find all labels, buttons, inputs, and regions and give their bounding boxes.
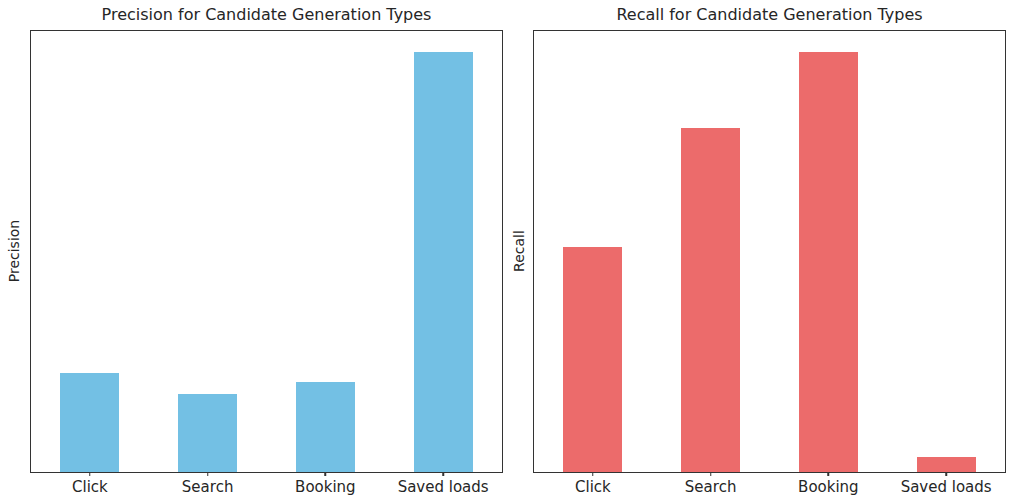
bar-saved-loads [917,457,976,472]
x-tick-label: Search [182,478,234,496]
bar-search [681,128,740,472]
x-tick-label: Search [685,478,737,496]
x-tick-label: Booking [295,478,356,496]
x-tick-mark [828,472,830,476]
precision-y-axis-label: Precision [6,220,22,282]
recall-plot-area: ClickSearchBookingSaved loads [533,30,1006,473]
x-tick-label: Saved loads [901,478,992,496]
precision-chart-title: Precision for Candidate Generation Types [30,5,503,24]
x-tick-mark [945,472,947,476]
x-tick-mark [207,472,209,476]
bar-booking [799,52,858,472]
x-tick-label: Booking [798,478,859,496]
x-tick-mark [89,472,91,476]
recall-y-axis-label: Recall [511,230,527,272]
x-tick-label: Saved loads [398,478,489,496]
precision-plot-area: ClickSearchBookingSaved loads [30,30,503,473]
bar-booking [296,382,355,472]
bar-search [178,394,237,472]
recall-chart-title: Recall for Candidate Generation Types [533,5,1006,24]
x-tick-mark [592,472,594,476]
bar-click [563,247,622,472]
x-tick-label: Click [575,478,611,496]
x-tick-label: Click [72,478,108,496]
x-tick-mark [325,472,327,476]
x-tick-mark [442,472,444,476]
bar-saved-loads [414,52,473,472]
bar-click [60,373,119,472]
figure: Precision for Candidate Generation Types… [0,0,1024,501]
x-tick-mark [710,472,712,476]
